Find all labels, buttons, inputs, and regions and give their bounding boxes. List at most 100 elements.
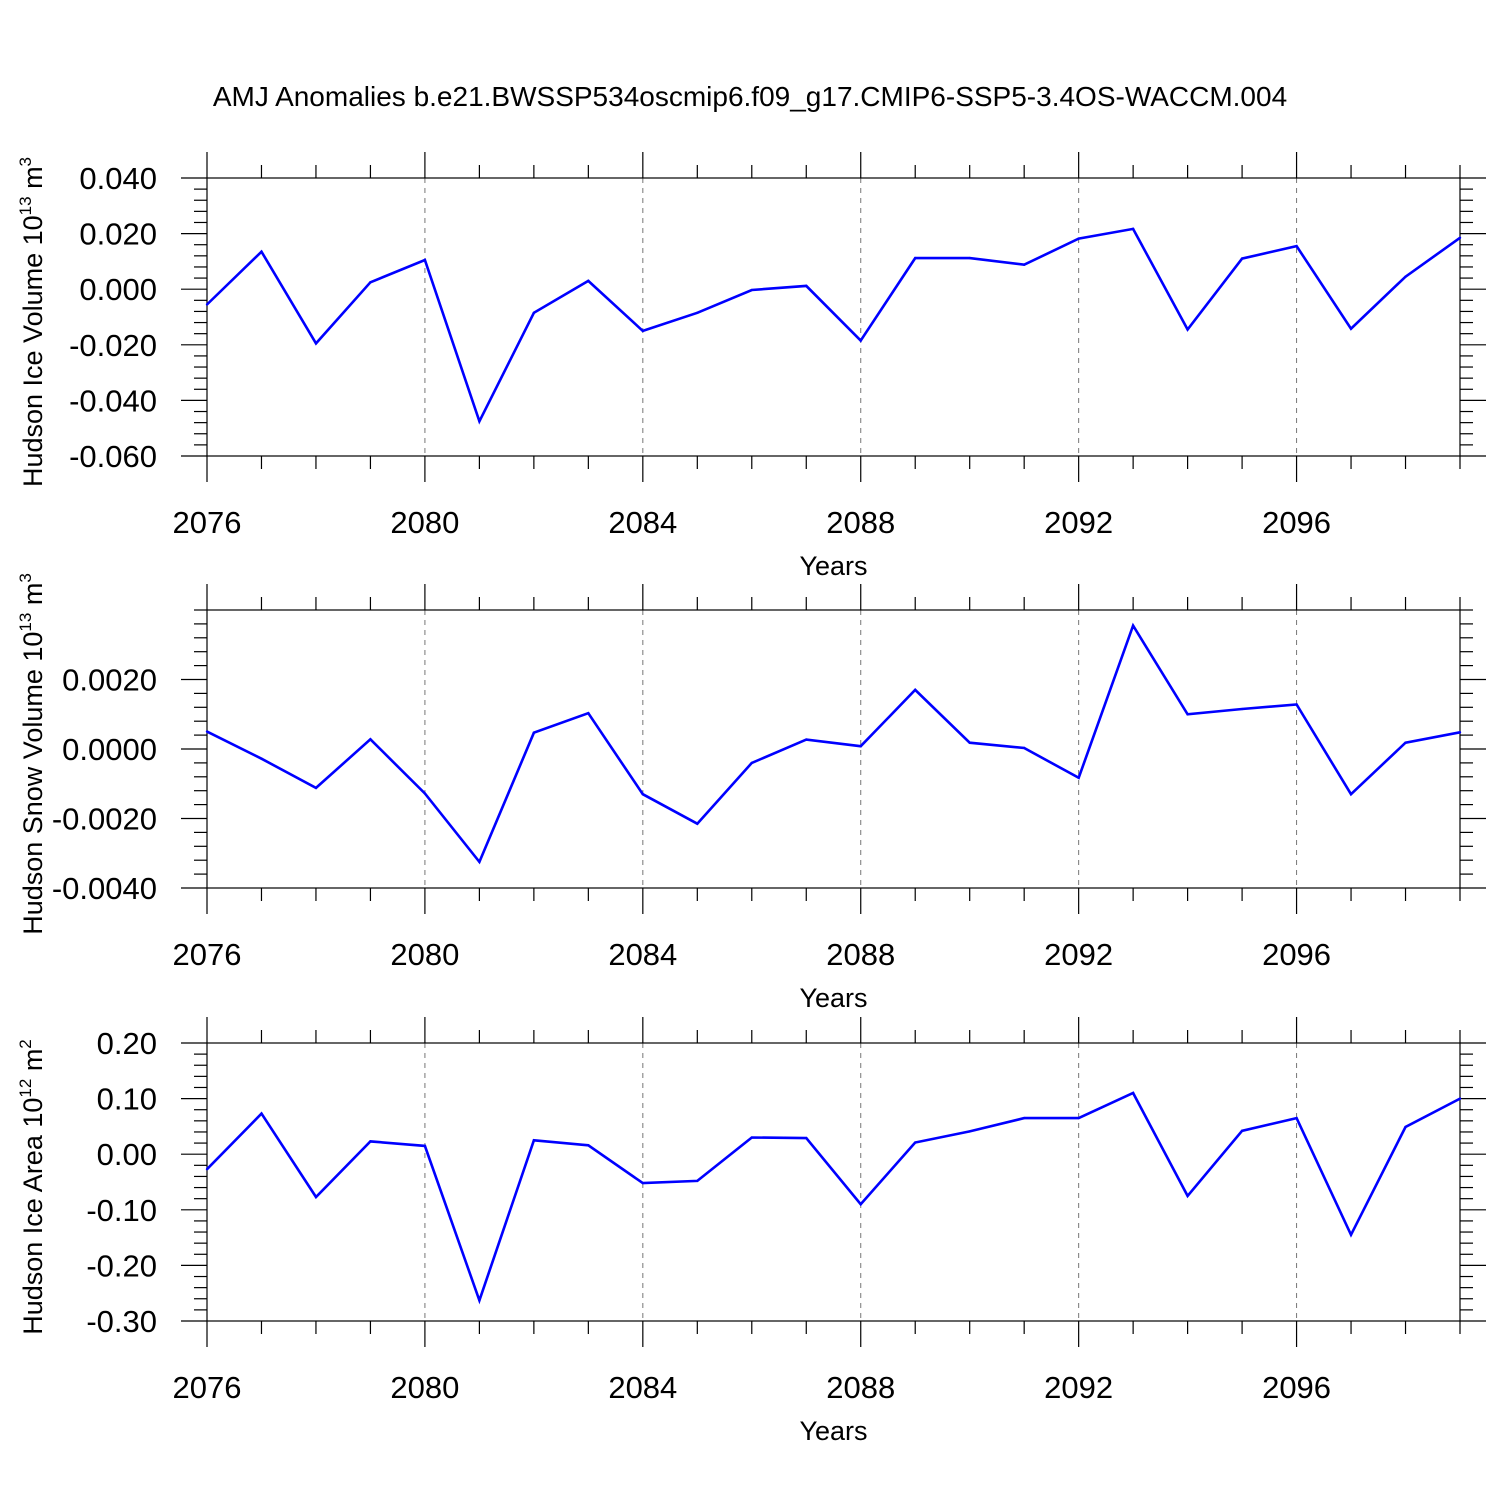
y-tick-label: -0.10 (86, 1193, 157, 1228)
y-tick-label: -0.020 (69, 328, 157, 363)
data-point (1404, 741, 1407, 744)
data-point (1022, 1116, 1026, 1120)
y-tick-label: -0.040 (69, 383, 157, 418)
figure-title: AMJ Anomalies b.e21.BWSSP534oscmip6.f09_… (213, 81, 1287, 112)
data-point (1404, 1125, 1407, 1129)
data-point (805, 738, 808, 741)
y-tick-label: 0.0000 (62, 732, 157, 767)
data-point (1458, 236, 1462, 239)
x-tick-label: 2096 (1262, 505, 1331, 540)
plot-frame (206, 177, 1461, 457)
data-point (205, 730, 209, 733)
y-tick-label: -0.060 (69, 439, 157, 474)
data-point (805, 1136, 808, 1140)
chart-panel-2: 0.0020 0.0000 -0.0020 -0.0040 2076 2080 2084 20… (16, 573, 1486, 1013)
data-point (587, 279, 590, 283)
y-tick-label: 0.020 (79, 217, 157, 252)
y-axis-label-part: Hudson Snow Volume 10 (18, 632, 48, 935)
data-point (914, 256, 917, 260)
y-axis-label-part: Hudson Ice Area 10 (18, 1098, 48, 1335)
data-point (805, 284, 808, 288)
x-tick-label: 2096 (1262, 1370, 1331, 1405)
x-tick-label: 2080 (390, 937, 459, 972)
x-tick-label: 2088 (826, 1370, 895, 1405)
y-axis-label-part: Hudson Ice Volume 10 (18, 215, 48, 487)
y-tick-label: 0.00 (97, 1137, 157, 1172)
y-axis-label-superscript: 13 (16, 196, 35, 215)
data-point (1295, 244, 1298, 248)
x-tick-label: 2084 (608, 937, 677, 972)
series-line (206, 1091, 1461, 1305)
y-tick-label: -0.30 (86, 1304, 157, 1339)
data-point (1349, 792, 1353, 796)
data-point (696, 822, 699, 825)
data-point (641, 792, 645, 796)
data-point (696, 1179, 699, 1183)
data-point (314, 342, 318, 345)
data-point (1240, 707, 1244, 711)
y-tick-label: 0.20 (97, 1026, 157, 1061)
y-axis-label: Hudson Ice Volume 1013 m3 (16, 157, 48, 487)
x-tick-label: 2084 (608, 505, 677, 540)
data-point (1458, 1097, 1462, 1100)
data-point (1022, 263, 1026, 266)
x-axis-label: Years (799, 551, 867, 581)
y-axis-label-superscript: 13 (16, 613, 35, 632)
y-tick-label: -0.0040 (52, 871, 157, 906)
x-tick-label: 2092 (1044, 1370, 1113, 1405)
x-axis-label: Years (799, 983, 867, 1013)
data-point (423, 1144, 427, 1148)
data-point (423, 792, 427, 795)
x-tick-label: 2092 (1044, 937, 1113, 972)
data-point (1240, 1129, 1244, 1133)
data-point (750, 288, 753, 292)
y-axis-label-superscript: 2 (16, 1039, 35, 1048)
y-axis-label-superscript: 3 (16, 573, 35, 582)
chart-panel-3: 0.20 0.10 0.00 -0.10 -0.20 -0.30 2076 2080 2084 2… (16, 1017, 1486, 1446)
data-point (369, 738, 372, 741)
y-axis-label-superscript: 12 (16, 1079, 35, 1098)
x-tick-label: 2088 (826, 937, 895, 972)
data-point (1458, 731, 1462, 734)
x-tick-label: 2076 (173, 1370, 242, 1405)
data-point (859, 745, 862, 748)
data-point (1295, 703, 1298, 706)
data-point (641, 329, 645, 333)
data-point (859, 1203, 862, 1206)
data-point (1186, 328, 1189, 331)
data-point (1295, 1116, 1298, 1120)
y-tick-label: 0.0020 (62, 663, 157, 698)
data-point (314, 786, 318, 790)
data-point (641, 1181, 645, 1185)
y-axis-label: Hudson Snow Volume 1013 m3 (16, 573, 48, 935)
data-point (532, 1139, 536, 1142)
data-point (587, 1144, 590, 1147)
x-tick-label: 2096 (1262, 937, 1331, 972)
data-point (532, 311, 536, 315)
data-point (968, 256, 971, 260)
data-point (369, 1140, 372, 1143)
data-point (369, 281, 372, 284)
data-point (750, 1136, 753, 1139)
y-axis-label: Hudson Ice Area 1012 m2 (16, 1039, 48, 1335)
data-point (260, 757, 263, 760)
data-point (1077, 1116, 1080, 1120)
x-tick-label: 2076 (173, 937, 242, 972)
data-point (423, 258, 427, 262)
x-tick-label: 2084 (608, 1370, 677, 1405)
y-tick-label: 0.10 (97, 1082, 157, 1117)
data-point (914, 1141, 917, 1144)
data-point (478, 1299, 481, 1302)
x-tick-label: 2088 (826, 505, 895, 540)
data-point (1404, 275, 1407, 278)
x-tick-label: 2080 (390, 505, 459, 540)
data-point (968, 741, 971, 744)
data-point (968, 1130, 971, 1133)
data-point (205, 303, 209, 306)
x-axis-label: Years (799, 1416, 867, 1446)
y-tick-label: -0.20 (86, 1248, 157, 1283)
data-point (314, 1195, 318, 1199)
data-point (914, 688, 917, 692)
data-point (1240, 257, 1244, 260)
